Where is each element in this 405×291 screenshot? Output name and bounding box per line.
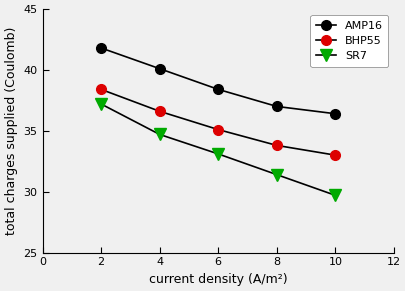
BHP55 <box>215 128 220 131</box>
BHP55 <box>98 88 103 91</box>
SR7 <box>215 152 220 156</box>
AMP16 <box>332 112 337 116</box>
SR7 <box>157 133 162 136</box>
Y-axis label: total charges supplied (Coulomb): total charges supplied (Coulomb) <box>5 26 18 235</box>
AMP16 <box>98 46 103 50</box>
SR7 <box>332 194 337 197</box>
SR7 <box>98 102 103 106</box>
Line: BHP55: BHP55 <box>96 84 339 160</box>
AMP16 <box>274 105 279 108</box>
BHP55 <box>332 153 337 157</box>
AMP16 <box>157 67 162 70</box>
X-axis label: current density (A/m²): current density (A/m²) <box>149 273 287 286</box>
Line: SR7: SR7 <box>95 98 340 201</box>
BHP55 <box>274 144 279 147</box>
SR7 <box>274 173 279 176</box>
Line: AMP16: AMP16 <box>96 43 339 119</box>
Legend: AMP16, BHP55, SR7: AMP16, BHP55, SR7 <box>309 15 388 67</box>
AMP16 <box>215 88 220 91</box>
BHP55 <box>157 109 162 113</box>
